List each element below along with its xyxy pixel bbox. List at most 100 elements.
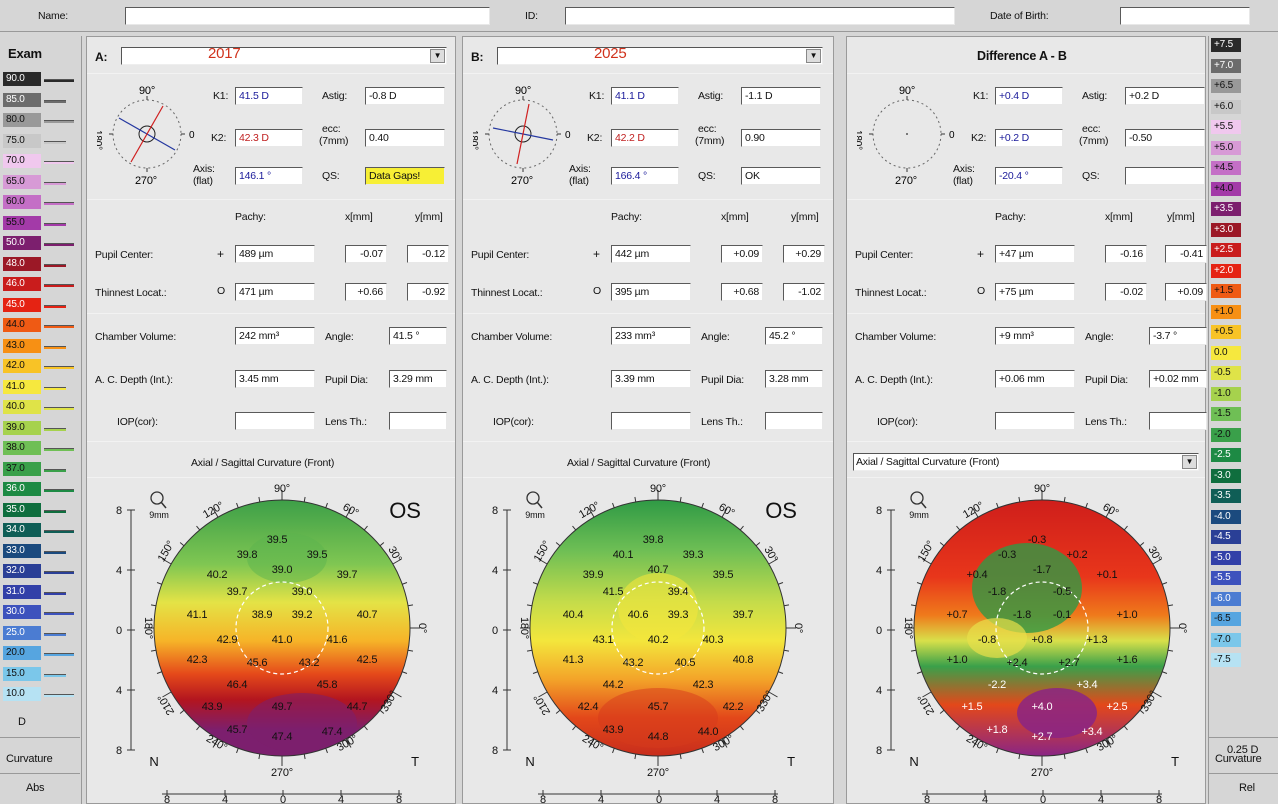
iop-field[interactable] xyxy=(995,412,1075,430)
iop-field[interactable] xyxy=(235,412,315,430)
map-type-select[interactable]: Axial / Sagittal Curvature (Front) ▼ xyxy=(853,453,1199,471)
mode-label[interactable]: Curvature xyxy=(6,753,53,765)
curvature-map: 39.8 40.1 39.3 39.9 40.7 39.5 41.5 39.4 40.4 40.6… xyxy=(492,483,804,803)
tl-pachy-field: 395 µm xyxy=(611,283,691,301)
scale-tick xyxy=(44,99,66,103)
scale-swatch: 10.0 xyxy=(3,687,41,701)
diagram-0: 0 xyxy=(189,130,195,141)
y-tick-label: 0 xyxy=(876,625,882,637)
x-tick-label: 0 xyxy=(656,794,662,803)
scale-swatch: 85.0 xyxy=(3,92,41,107)
scale-tick xyxy=(44,284,74,287)
id-field[interactable] xyxy=(565,7,955,25)
astig-label: Astig: xyxy=(698,90,724,102)
ecc-range-label: (7mm) xyxy=(695,135,725,147)
astig-field: -0.8 D xyxy=(365,87,445,105)
scale-value: 40.0 xyxy=(6,401,25,412)
scale-swatch: +6.5 xyxy=(1211,79,1241,93)
scale-tick xyxy=(44,386,66,390)
scale-value: 44.0 xyxy=(6,319,25,330)
map-value: +2.4 xyxy=(1007,657,1028,669)
scale-value: +6.5 xyxy=(1214,80,1233,91)
scale-tick xyxy=(44,571,74,574)
diff-mode-label[interactable]: Curvature xyxy=(1215,753,1262,765)
thinnest-label: Thinnest Locat.: xyxy=(855,287,927,299)
ecc-field: 0.90 xyxy=(741,129,821,147)
scale-value: 65.0 xyxy=(6,175,25,187)
diff-ref-label[interactable]: Rel xyxy=(1239,782,1255,794)
map-value: 40.2 xyxy=(207,569,228,581)
x-tick-label: 8 xyxy=(540,794,546,803)
exam-select[interactable]: 2025 ▼ xyxy=(497,45,823,65)
x-tick-label: 0 xyxy=(280,794,286,803)
scale-value: +6.0 xyxy=(1214,100,1233,112)
scale-swatch: +4.0 xyxy=(1211,181,1241,196)
scale-tick xyxy=(44,407,74,410)
scale-value: +4.5 xyxy=(1214,162,1233,173)
qs-field: OK xyxy=(741,167,821,185)
deg-0-label: 0° xyxy=(1176,623,1188,633)
scale-swatch: 46.0 xyxy=(3,277,41,291)
scale-value: 0.0 xyxy=(1214,346,1228,358)
iop-field[interactable] xyxy=(611,412,691,430)
y-tick-label: 8 xyxy=(492,745,498,757)
map-value: 39.7 xyxy=(733,609,754,621)
scale-swatch: 37.0 xyxy=(3,461,41,476)
map-value: +2.7 xyxy=(1032,731,1053,743)
scale-swatch: +1.5 xyxy=(1211,284,1241,298)
pc-y-field: -0.12 xyxy=(407,245,449,263)
scale-swatch: -2.5 xyxy=(1211,448,1241,462)
lens-field[interactable] xyxy=(1149,412,1207,430)
chevron-down-icon[interactable]: ▼ xyxy=(806,49,821,63)
map-value: 39.3 xyxy=(668,609,689,621)
x-tick-label: 4 xyxy=(338,794,344,803)
map-value: 41.6 xyxy=(327,634,348,646)
diagram-90: 90° xyxy=(899,85,915,97)
map-value: +0.2 xyxy=(1067,549,1088,561)
scale-tick xyxy=(44,694,74,697)
curvature-map: 39.5 39.8 39.5 40.2 39.0 39.7 39.7 39.0 41.1 38.9… xyxy=(116,483,428,803)
diagram-90: 90° xyxy=(139,85,155,97)
acd-field: 3.39 mm xyxy=(611,370,691,388)
curvature-map: -0.3 -0.3 +0.2 +0.4 -1.7 +0.1 -1.8 -0.5 +0.7 -1.8… xyxy=(876,483,1188,803)
scale-value: +5.5 xyxy=(1214,121,1233,132)
map-value: 39.5 xyxy=(307,549,328,561)
map-value: 44.8 xyxy=(648,731,669,743)
y-tick-label: 8 xyxy=(876,745,882,757)
scale-swatch: -5.5 xyxy=(1211,571,1241,585)
scale-value: 31.0 xyxy=(6,585,25,597)
ecc-label: ecc: xyxy=(698,123,717,135)
scale-tick xyxy=(44,653,74,656)
ref-label[interactable]: Abs xyxy=(26,782,45,794)
scale-value: 36.0 xyxy=(6,483,25,494)
xmm-label: x[mm] xyxy=(345,211,373,223)
scale-swatch: 30.0 xyxy=(3,605,41,619)
scale-value: +7.0 xyxy=(1214,59,1233,71)
map-value: 42.2 xyxy=(723,701,744,713)
scale-swatch: 33.0 xyxy=(3,543,41,558)
k2-label: K2: xyxy=(587,132,603,144)
map-value: 38.9 xyxy=(252,609,273,621)
scale-tick xyxy=(44,530,74,533)
scale-swatch: -4.0 xyxy=(1211,509,1241,524)
diagram-0: 0 xyxy=(949,130,955,141)
circle-marker: O xyxy=(217,285,225,297)
k1-label: K1: xyxy=(589,90,605,102)
angle-label: Angle: xyxy=(1085,331,1114,343)
chevron-down-icon[interactable]: ▼ xyxy=(430,49,445,63)
scale-tick xyxy=(44,591,66,595)
exam-select[interactable]: 2017 ▼ xyxy=(121,45,447,65)
chevron-down-icon[interactable]: ▼ xyxy=(1182,455,1197,469)
deg-180-label: 180° xyxy=(518,617,530,639)
left-color-scale: Exam 90.0 85.0 80.0 75.0 70.0 65.0 60.0 55.0 50.… xyxy=(0,36,82,804)
name-field[interactable] xyxy=(125,7,490,25)
scale-swatch: +6.0 xyxy=(1211,99,1241,114)
chamber-field: 242 mm³ xyxy=(235,327,315,345)
lens-field[interactable] xyxy=(765,412,823,430)
map-value: 45.7 xyxy=(648,701,669,713)
map-type-value: Axial / Sagittal Curvature (Front) xyxy=(856,456,1000,468)
dob-field[interactable] xyxy=(1120,7,1250,25)
scale-value: 45.0 xyxy=(6,298,25,310)
lens-field[interactable] xyxy=(389,412,447,430)
axis-label: Axis: xyxy=(569,163,591,175)
